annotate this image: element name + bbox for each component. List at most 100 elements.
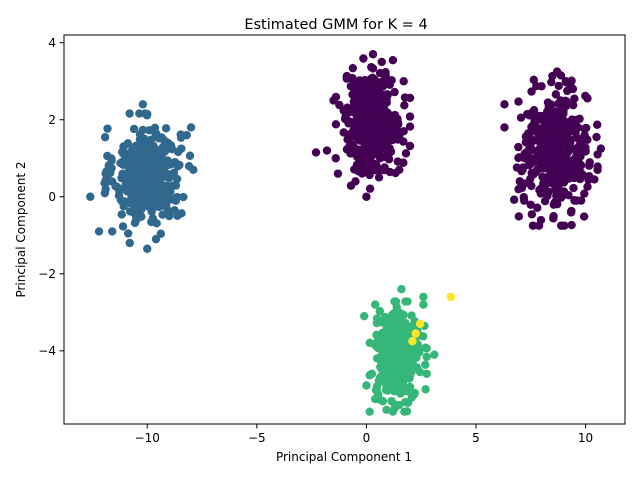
data-point bbox=[367, 369, 377, 379]
data-point bbox=[172, 174, 182, 184]
data-point bbox=[566, 208, 576, 217]
data-point bbox=[500, 100, 509, 109]
data-point bbox=[103, 124, 112, 133]
data-point bbox=[348, 140, 357, 150]
data-point bbox=[349, 125, 358, 135]
data-point bbox=[533, 203, 542, 212]
data-point bbox=[125, 238, 134, 248]
data-point bbox=[348, 63, 358, 73]
data-point bbox=[370, 300, 380, 309]
data-point bbox=[419, 300, 428, 309]
data-point bbox=[331, 154, 340, 163]
data-point bbox=[584, 161, 594, 170]
data-point bbox=[547, 173, 556, 183]
data-point bbox=[403, 398, 413, 408]
marker-layer bbox=[86, 50, 606, 416]
data-point bbox=[375, 165, 384, 175]
data-point bbox=[419, 332, 428, 341]
data-point bbox=[179, 192, 188, 202]
data-point bbox=[514, 212, 524, 221]
data-point bbox=[405, 382, 415, 392]
data-point bbox=[342, 145, 352, 154]
data-point bbox=[112, 182, 122, 191]
data-point bbox=[553, 130, 562, 139]
data-point bbox=[509, 195, 519, 204]
y-axis-ticks: −4 −2 0 2 4 bbox=[38, 36, 64, 358]
data-point bbox=[360, 311, 369, 321]
data-point bbox=[370, 394, 380, 404]
data-point bbox=[430, 350, 439, 359]
data-point bbox=[397, 335, 407, 344]
data-point bbox=[567, 126, 576, 136]
data-point bbox=[377, 365, 387, 374]
data-point bbox=[154, 178, 163, 187]
data-point bbox=[403, 297, 412, 306]
data-point bbox=[345, 133, 355, 142]
data-point bbox=[347, 107, 357, 116]
cluster-green-series bbox=[360, 285, 439, 416]
data-point bbox=[544, 115, 553, 125]
data-point bbox=[117, 210, 126, 219]
data-point bbox=[592, 132, 601, 142]
data-point bbox=[121, 197, 130, 206]
data-point bbox=[146, 195, 155, 204]
data-point bbox=[360, 165, 370, 174]
data-point bbox=[382, 405, 391, 414]
data-point bbox=[527, 181, 536, 191]
data-point bbox=[388, 113, 397, 122]
data-point bbox=[516, 113, 526, 122]
y-tick-label: 4 bbox=[48, 36, 56, 50]
data-point bbox=[177, 209, 186, 218]
data-point bbox=[370, 160, 379, 169]
data-point bbox=[570, 173, 579, 183]
data-point bbox=[116, 158, 125, 168]
data-point bbox=[386, 382, 395, 392]
data-point bbox=[351, 177, 360, 186]
data-point bbox=[108, 227, 117, 236]
data-point bbox=[421, 360, 430, 369]
data-point bbox=[367, 62, 376, 72]
data-point bbox=[164, 211, 174, 221]
data-point bbox=[405, 374, 414, 383]
data-point bbox=[564, 143, 573, 152]
data-point bbox=[362, 192, 371, 201]
data-point bbox=[514, 97, 523, 106]
data-point bbox=[580, 189, 589, 198]
data-point bbox=[377, 57, 386, 67]
data-point bbox=[553, 199, 562, 209]
data-point bbox=[374, 173, 384, 182]
data-point bbox=[133, 171, 143, 180]
data-point bbox=[353, 152, 362, 162]
x-tick-label: 5 bbox=[472, 431, 480, 445]
data-point bbox=[517, 183, 527, 193]
data-point bbox=[415, 367, 425, 377]
data-point bbox=[397, 328, 406, 338]
data-point bbox=[538, 172, 547, 182]
data-point bbox=[376, 151, 385, 160]
data-point bbox=[583, 135, 592, 144]
data-point bbox=[544, 187, 553, 196]
x-tick-label: −5 bbox=[248, 431, 266, 445]
data-point bbox=[378, 396, 388, 406]
data-point bbox=[408, 336, 417, 346]
data-point bbox=[554, 81, 563, 91]
data-point bbox=[399, 320, 408, 329]
x-tick-label: −10 bbox=[135, 431, 160, 445]
data-point bbox=[581, 147, 590, 156]
data-point bbox=[348, 73, 357, 83]
data-point bbox=[526, 200, 535, 210]
data-point bbox=[500, 123, 509, 132]
data-point bbox=[170, 206, 179, 215]
data-point bbox=[523, 129, 533, 138]
data-point bbox=[561, 77, 571, 86]
data-point bbox=[570, 94, 579, 103]
data-point bbox=[550, 116, 560, 126]
chart-title: Estimated GMM for K = 4 bbox=[244, 17, 427, 33]
data-point bbox=[386, 366, 395, 376]
data-point bbox=[355, 120, 365, 129]
data-point bbox=[94, 227, 104, 236]
data-point bbox=[372, 330, 381, 340]
plot-frame bbox=[63, 34, 626, 425]
data-point bbox=[559, 152, 569, 162]
y-tick-label: −4 bbox=[38, 344, 56, 358]
